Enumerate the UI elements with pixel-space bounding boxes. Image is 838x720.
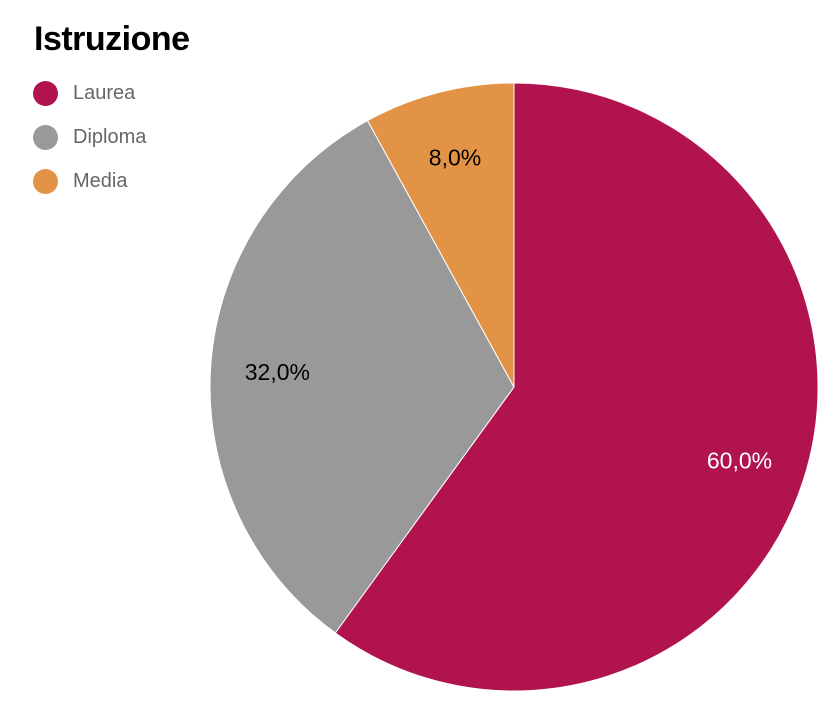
pie-label-media: 8,0% <box>429 144 481 170</box>
pie-label-laurea: 60,0% <box>707 447 772 473</box>
pie-label-diploma: 32,0% <box>245 359 310 385</box>
